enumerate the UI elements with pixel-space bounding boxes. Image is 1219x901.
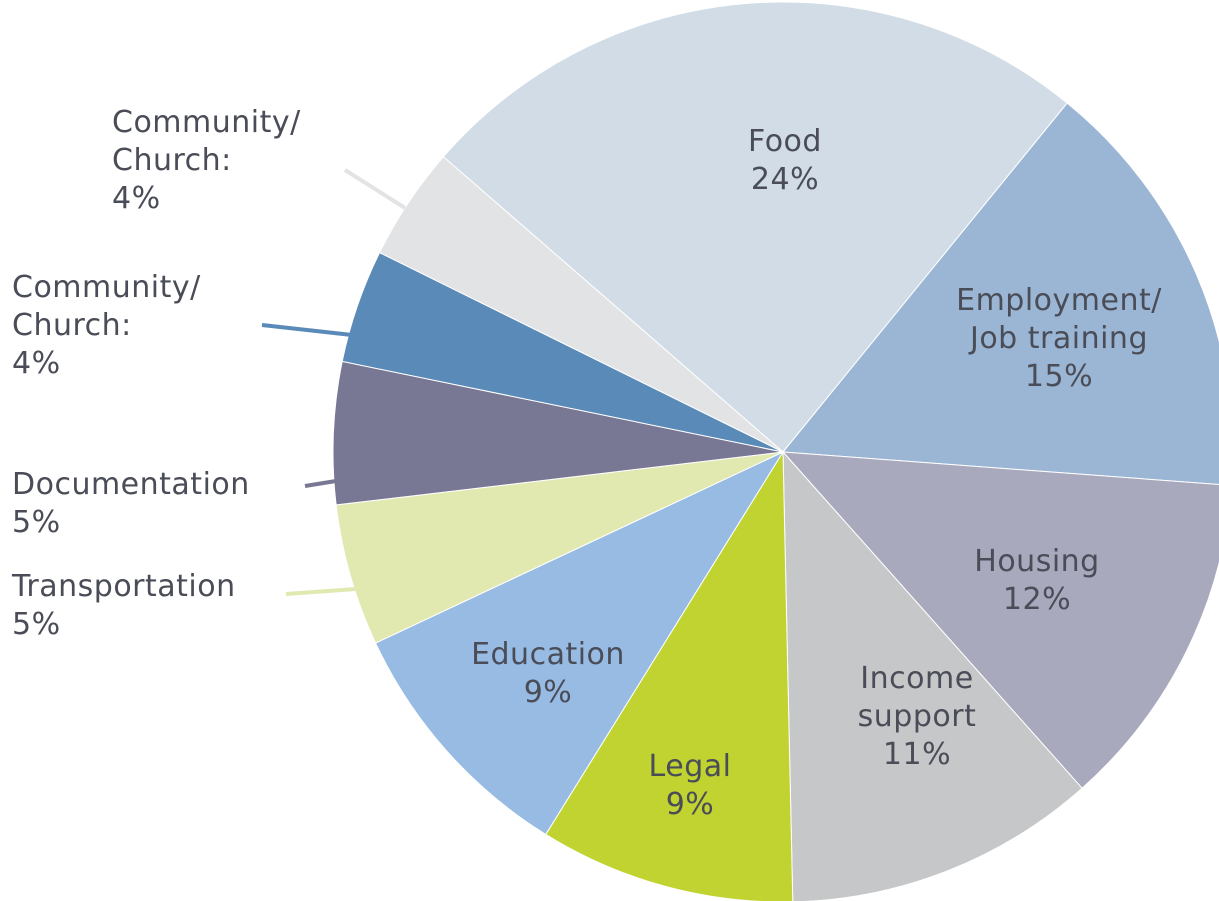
slice-label-name: Documentation (12, 467, 250, 502)
slice-label-name: Legal (649, 749, 732, 784)
pie-slice-5 (545, 450, 794, 901)
slice-label-name: Education (471, 637, 625, 672)
slice-value-label: 9% (524, 675, 573, 710)
slice-value-label: 5% (12, 607, 61, 642)
leader-line-9 (261, 323, 353, 337)
slice-value-label: 9% (666, 787, 715, 822)
slice-label-name: Transportation (11, 569, 236, 604)
slice-label-name: Food (748, 124, 822, 159)
pie-slice-4 (782, 450, 1083, 901)
slice-value-label: 4% (112, 181, 161, 216)
pie-slice-3 (781, 451, 1219, 789)
slice-label-name: Community/ (112, 105, 301, 140)
slice-label-name: Community/ (12, 270, 201, 305)
leader-line-8 (304, 479, 337, 488)
pie-slice-6 (374, 450, 785, 836)
slice-value-label: 4% (12, 346, 61, 381)
slice-value-label: 15% (1025, 359, 1093, 394)
pie-slice-1 (442, 1, 1068, 453)
slice-label-10: Community/Church:4% (112, 105, 301, 216)
pie-slice-2 (782, 102, 1219, 486)
pie-slice-8 (332, 360, 784, 506)
slice-label-name: Church: (112, 143, 232, 178)
slice-label-name: Job training (968, 321, 1148, 356)
slice-value-label: 5% (12, 505, 61, 540)
leader-line-10 (343, 168, 407, 210)
slice-label-name: Church: (12, 308, 132, 343)
slice-value-label: 24% (751, 162, 819, 197)
slice-label-9: Community/Church:4% (12, 270, 201, 381)
leader-lines (261, 168, 407, 596)
slice-label-name: Employment/ (956, 283, 1162, 318)
slice-label-name: Income (860, 661, 973, 696)
pie-slice-7 (335, 451, 784, 644)
pie-slices (332, 1, 1219, 901)
slice-value-label: 12% (1003, 582, 1071, 617)
slice-value-label: 11% (883, 737, 951, 772)
slice-label-name: Housing (974, 544, 1099, 579)
leader-line-7 (285, 587, 357, 596)
slice-label-name: support (858, 699, 977, 734)
pie-slice-10 (378, 156, 784, 453)
